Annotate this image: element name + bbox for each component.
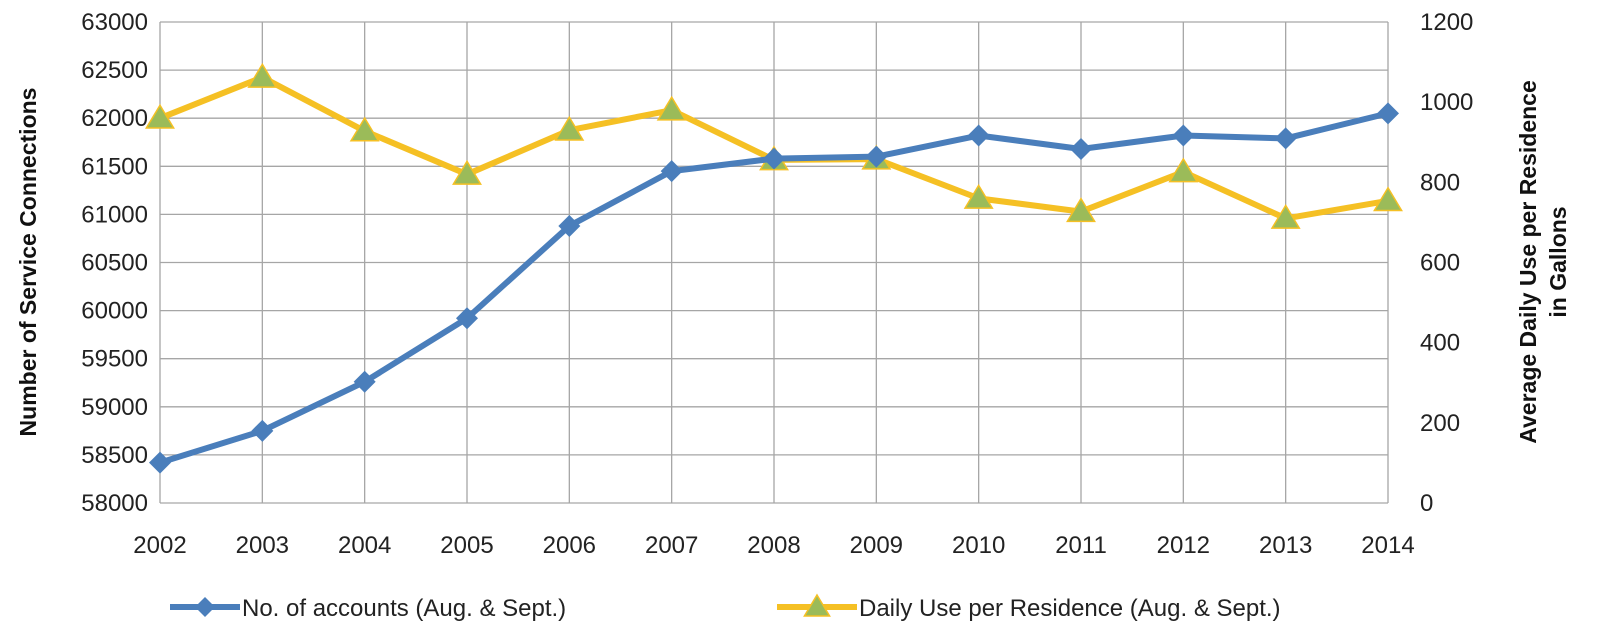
grid-lines	[159, 21, 1389, 504]
x-tick-label: 2010	[952, 532, 1005, 559]
right-axis-ticks: 0 200 400 600 800 1000 1200	[1420, 9, 1473, 517]
right-tick-label: 0	[1420, 490, 1433, 517]
x-tick-label: 2012	[1157, 532, 1210, 559]
x-tick-label: 2014	[1361, 532, 1414, 559]
left-tick-label: 62000	[81, 105, 148, 132]
series-layer	[145, 62, 1403, 474]
left-tick-label: 61000	[81, 201, 148, 228]
data-point-triangle	[554, 115, 585, 141]
data-point-diamond	[660, 160, 683, 183]
x-tick-label: 2004	[338, 532, 391, 559]
data-point-diamond	[353, 370, 376, 393]
x-tick-label: 2002	[133, 532, 186, 559]
data-point-diamond	[1274, 127, 1297, 150]
left-tick-label: 58000	[81, 490, 148, 517]
data-point-diamond	[251, 419, 274, 442]
x-tick-label: 2005	[440, 532, 493, 559]
data-point-diamond	[865, 145, 888, 168]
right-tick-label: 1000	[1420, 89, 1473, 116]
legend-label: Daily Use per Residence (Aug. & Sept.)	[859, 595, 1281, 622]
right-tick-label: 1200	[1420, 9, 1473, 36]
right-tick-label: 400	[1420, 330, 1460, 357]
series-accounts	[149, 102, 1399, 474]
legend: No. of accounts (Aug. & Sept.) Daily Use …	[170, 593, 1281, 622]
x-tick-label: 2013	[1259, 532, 1312, 559]
x-tick-label: 2003	[236, 532, 289, 559]
data-point-triangle	[1066, 197, 1096, 223]
data-point-triangle	[1373, 186, 1403, 212]
data-point-diamond	[1377, 102, 1399, 125]
x-tick-label: 2006	[543, 532, 596, 559]
data-point-diamond	[456, 307, 478, 330]
data-point-diamond	[967, 124, 990, 147]
left-tick-label: 58500	[81, 442, 148, 469]
left-tick-label: 60500	[81, 250, 148, 277]
right-tick-label: 600	[1420, 250, 1460, 277]
left-tick-label: 61500	[81, 153, 148, 180]
data-point-triangle	[349, 116, 380, 142]
right-axis-title-line1: Average Daily Use per Residence	[1515, 80, 1541, 444]
data-point-diamond	[1172, 124, 1195, 147]
left-axis-ticks: 58000 58500 59000 59500 60000 60500 61000 61500…	[81, 9, 148, 517]
legend-item-daily-use: Daily Use per Residence (Aug. & Sept.)	[777, 593, 1281, 622]
x-tick-label: 2008	[747, 532, 800, 559]
x-tick-label: 2007	[645, 532, 698, 559]
right-axis-title-line2: in Gallons	[1545, 206, 1571, 317]
left-tick-label: 59500	[81, 346, 148, 373]
right-tick-label: 800	[1420, 169, 1460, 196]
data-point-triangle	[803, 593, 831, 617]
data-point-triangle	[452, 159, 482, 185]
x-axis-ticks: 2002 2003 2004 2005 2006 2007 2008 2009 2010 2011…	[133, 532, 1414, 559]
left-tick-label: 62500	[81, 57, 148, 84]
data-point-triangle	[1168, 157, 1199, 183]
data-point-diamond	[149, 451, 171, 474]
right-tick-label: 200	[1420, 410, 1460, 437]
data-point-diamond	[1070, 137, 1092, 160]
data-point-triangle	[1270, 203, 1301, 229]
legend-item-accounts: No. of accounts (Aug. & Sept.)	[170, 595, 566, 622]
data-point-diamond	[195, 597, 215, 617]
x-tick-label: 2011	[1055, 532, 1107, 559]
data-point-triangle	[656, 95, 687, 121]
left-axis-title: Number of Service Connections	[15, 88, 41, 437]
data-point-triangle	[963, 183, 994, 209]
x-tick-label: 2009	[850, 532, 903, 559]
data-point-diamond	[763, 147, 785, 170]
data-point-diamond	[558, 214, 581, 237]
left-tick-label: 63000	[81, 9, 148, 36]
data-point-triangle	[247, 62, 278, 88]
left-tick-label: 59000	[81, 394, 148, 421]
data-point-triangle	[145, 103, 175, 129]
left-tick-label: 60000	[81, 298, 148, 325]
legend-label: No. of accounts (Aug. & Sept.)	[242, 595, 566, 622]
